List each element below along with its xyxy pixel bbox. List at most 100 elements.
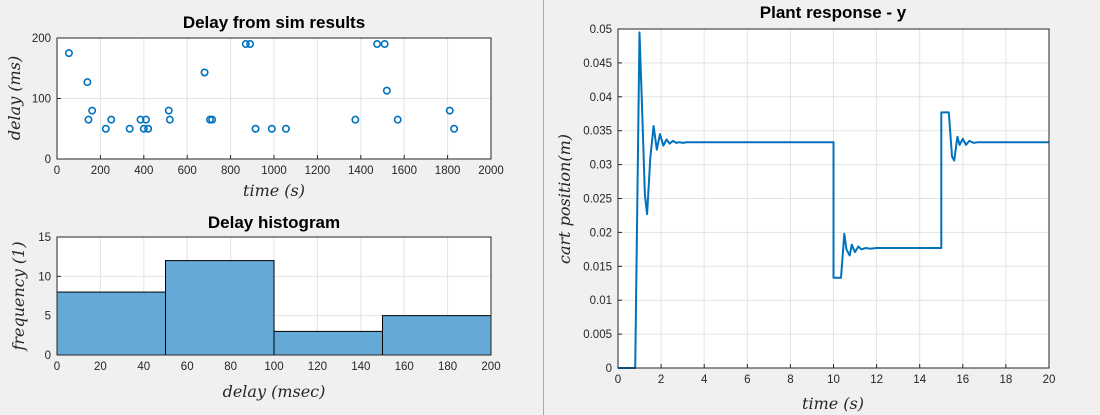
x-tick-label: 1000 xyxy=(261,165,287,177)
histogram-bar xyxy=(382,315,492,356)
scatter-point xyxy=(208,115,217,124)
x-tick-label: 600 xyxy=(178,165,197,177)
x-tick-label: 40 xyxy=(137,361,150,373)
panel-divider xyxy=(543,0,544,415)
y-tick-label: 100 xyxy=(32,94,51,106)
x-tick-label: 2 xyxy=(658,374,664,386)
x-tick-label: 2000 xyxy=(478,165,504,177)
scatter-point xyxy=(144,124,153,133)
histogram-plot-delay: 0 20 40 60 80 100 120 140 160 180 200 0 5 10 15 Delay … xyxy=(9,213,501,401)
scatter-point xyxy=(380,40,389,49)
x-tick-label: 100 xyxy=(264,361,283,373)
x-tick-label: 400 xyxy=(134,165,153,177)
x-tick-label: 0 xyxy=(54,165,60,177)
x-tick-label: 18 xyxy=(1000,374,1013,386)
x-tick-label: 80 xyxy=(224,361,237,373)
y-tick-label: 0.02 xyxy=(590,227,612,239)
scatter-point xyxy=(445,106,454,115)
scatter-point xyxy=(107,115,116,124)
y-tick-label: 0.035 xyxy=(583,126,612,138)
scatter-point xyxy=(164,106,173,115)
histogram-bars xyxy=(56,260,492,356)
scatter-point xyxy=(246,40,255,49)
line-title: Plant response - y xyxy=(760,3,907,22)
y-tick-label: 0 xyxy=(45,154,51,166)
scatter-point xyxy=(139,124,148,133)
scatter-point xyxy=(88,106,97,115)
x-tick-label: 8 xyxy=(787,374,793,386)
x-tick-label: 140 xyxy=(351,361,370,373)
scatter-plot-delay: 0 200 400 600 800 1000 1200 1400 1600 1800 2000 0 10… xyxy=(5,13,504,200)
x-tick-label: 1800 xyxy=(435,165,461,177)
scatter-points xyxy=(64,40,459,133)
y-tick-label: 5 xyxy=(45,311,51,323)
x-tick-label: 16 xyxy=(956,374,969,386)
x-tick-label: 60 xyxy=(181,361,194,373)
line-y-axis-label: cart position(m) xyxy=(555,134,574,264)
histogram-tick-labels: 0 20 40 60 80 100 120 140 160 180 200 0 5 10 15 xyxy=(38,232,500,373)
x-tick-label: 14 xyxy=(913,374,926,386)
scatter-point xyxy=(267,124,276,133)
scatter-point xyxy=(450,124,459,133)
x-tick-label: 160 xyxy=(395,361,414,373)
y-tick-label: 0.04 xyxy=(590,92,613,104)
scatter-axes-box xyxy=(56,37,492,160)
line-x-axis-label: time (s) xyxy=(802,394,864,413)
x-tick-label: 800 xyxy=(221,165,240,177)
scatter-point xyxy=(382,86,391,95)
scatter-point xyxy=(84,115,93,124)
line-series xyxy=(618,31,1049,369)
scatter-point xyxy=(101,124,110,133)
scatter-point xyxy=(281,124,290,133)
x-tick-label: 1600 xyxy=(391,165,417,177)
x-tick-label: 200 xyxy=(481,361,500,373)
histogram-title: Delay histogram xyxy=(208,213,340,232)
histogram-bar xyxy=(56,291,166,356)
x-tick-label: 180 xyxy=(438,361,457,373)
x-tick-label: 10 xyxy=(827,374,840,386)
histogram-bar xyxy=(165,260,275,356)
histogram-y-axis-label: frequency (1) xyxy=(9,241,28,351)
scatter-point xyxy=(373,40,382,49)
scatter-point xyxy=(141,115,150,124)
scatter-point xyxy=(351,115,360,124)
y-tick-label: 0.045 xyxy=(583,58,612,70)
x-tick-label: 120 xyxy=(308,361,327,373)
series-line-cart-position xyxy=(618,31,1049,369)
y-tick-label: 0.025 xyxy=(583,194,612,206)
histogram-bar xyxy=(273,330,383,356)
x-tick-label: 20 xyxy=(94,361,107,373)
histogram-x-axis-label: delay (msec) xyxy=(223,382,326,401)
x-tick-label: 6 xyxy=(744,374,750,386)
x-tick-label: 200 xyxy=(91,165,110,177)
line-plot-plant-response: 0 2 4 6 8 10 12 14 16 18 20 0 0.005 0.01 0.015 0.02 0.02… xyxy=(555,3,1055,413)
y-tick-label: 0.01 xyxy=(590,295,612,307)
y-tick-label: 15 xyxy=(38,232,51,244)
x-tick-label: 1200 xyxy=(305,165,331,177)
y-tick-label: 200 xyxy=(32,33,51,45)
scatter-point xyxy=(83,78,92,87)
scatter-point xyxy=(241,40,250,49)
histogram-axes-box xyxy=(56,236,492,356)
x-tick-label: 12 xyxy=(870,374,883,386)
x-tick-label: 0 xyxy=(615,374,621,386)
x-tick-label: 0 xyxy=(54,361,60,373)
scatter-tick-labels: 0 200 400 600 800 1000 1200 1400 1600 1800 2000 0 10… xyxy=(32,33,504,177)
y-tick-label: 0.03 xyxy=(590,160,612,172)
scatter-title: Delay from sim results xyxy=(183,13,365,32)
scatter-point xyxy=(165,115,174,124)
y-tick-label: 0.05 xyxy=(590,24,612,36)
scatter-point xyxy=(393,115,402,124)
line-tick-labels: 0 2 4 6 8 10 12 14 16 18 20 0 0.005 0.01 0.015 0.02 0.02… xyxy=(583,24,1055,386)
scatter-point xyxy=(136,115,145,124)
scatter-point xyxy=(125,124,134,133)
scatter-point xyxy=(251,124,260,133)
x-tick-label: 1400 xyxy=(348,165,374,177)
scatter-point xyxy=(200,68,209,77)
scatter-x-axis-label: time (s) xyxy=(243,181,305,200)
line-axes-box xyxy=(617,28,1050,369)
y-tick-label: 10 xyxy=(38,271,51,283)
y-tick-label: 0.015 xyxy=(583,261,612,273)
scatter-point xyxy=(64,49,73,58)
